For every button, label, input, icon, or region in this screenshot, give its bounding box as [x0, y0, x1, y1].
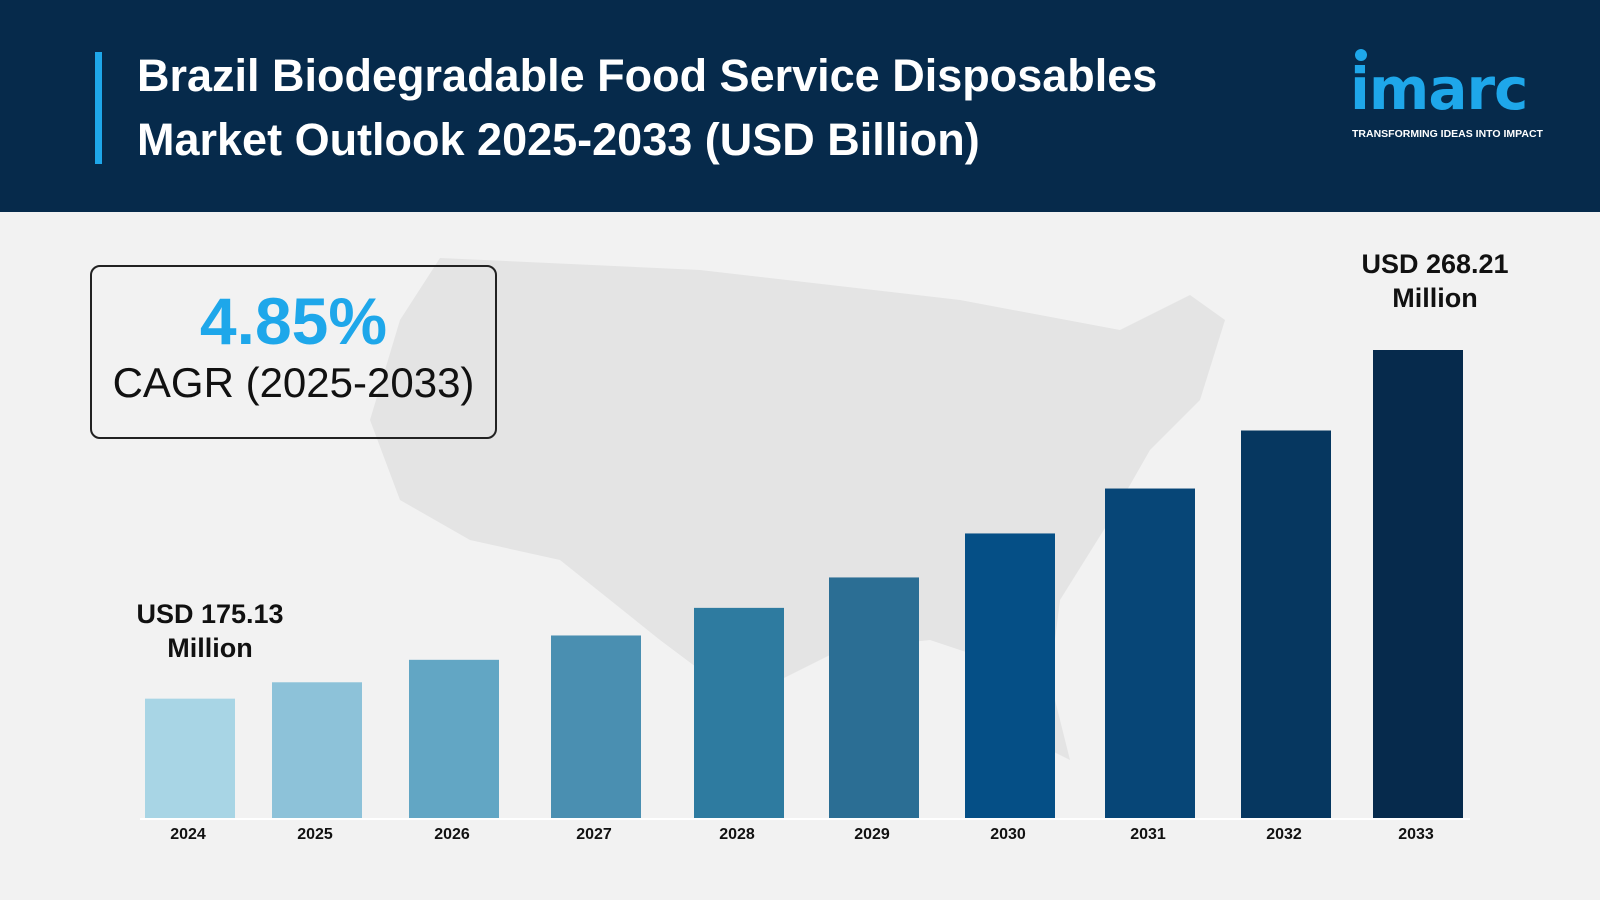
- bar-2029: [829, 577, 919, 818]
- header-banner: Brazil Biodegradable Food Service Dispos…: [0, 0, 1600, 212]
- bar-2033: [1373, 350, 1463, 818]
- annotation-2033-unit: Million: [1392, 283, 1478, 313]
- annotation-2024: USD 175.13 Million: [120, 597, 300, 665]
- title-line-1: Brazil Biodegradable Food Service Dispos…: [137, 50, 1158, 101]
- bar-2031: [1105, 488, 1195, 818]
- page-title: Brazil Biodegradable Food Service Dispos…: [137, 44, 1237, 172]
- title-line-2: Market Outlook 2025-2033 (USD Billion): [137, 114, 980, 165]
- x-tick-label-2027: 2027: [576, 826, 612, 843]
- x-tick-label-2029: 2029: [854, 826, 890, 843]
- logo-tagline: TRANSFORMING IDEAS INTO IMPACT: [1352, 128, 1543, 140]
- x-tick-label-2031: 2031: [1130, 826, 1166, 843]
- cagr-value: 4.85%: [199, 284, 388, 358]
- logo-dot-icon: [1355, 49, 1367, 61]
- x-tick-label-2028: 2028: [719, 826, 755, 843]
- annotation-2033-value: USD 268.21: [1361, 249, 1509, 279]
- bar-2027: [551, 635, 641, 818]
- x-tick-label-2033: 2033: [1398, 826, 1434, 843]
- bar-2032: [1241, 430, 1331, 818]
- cagr-label: CAGR (2025-2033): [112, 359, 475, 406]
- x-tick-label-2026: 2026: [434, 826, 470, 843]
- annotation-2024-unit: Million: [167, 633, 253, 663]
- bar-2025: [272, 682, 362, 818]
- bar-2026: [409, 659, 499, 818]
- cagr-box: 4.85% CAGR (2025-2033): [90, 265, 497, 439]
- bar-2028: [694, 607, 784, 818]
- bar-2030: [965, 533, 1055, 818]
- imarc-logo: imarc TRANSFORMING IDEAS INTO IMPACT: [1350, 48, 1570, 158]
- x-tick-label-2030: 2030: [990, 826, 1026, 843]
- annotation-2024-value: USD 175.13: [136, 599, 284, 629]
- x-tick-label-2032: 2032: [1266, 826, 1302, 843]
- annotation-2033: USD 268.21 Million: [1345, 247, 1525, 315]
- x-tick-label-2025: 2025: [297, 826, 333, 843]
- logo-word: imarc: [1350, 55, 1528, 123]
- bar-2024: [145, 698, 235, 818]
- title-accent-bar: [95, 52, 102, 164]
- x-tick-label-2024: 2024: [170, 826, 206, 843]
